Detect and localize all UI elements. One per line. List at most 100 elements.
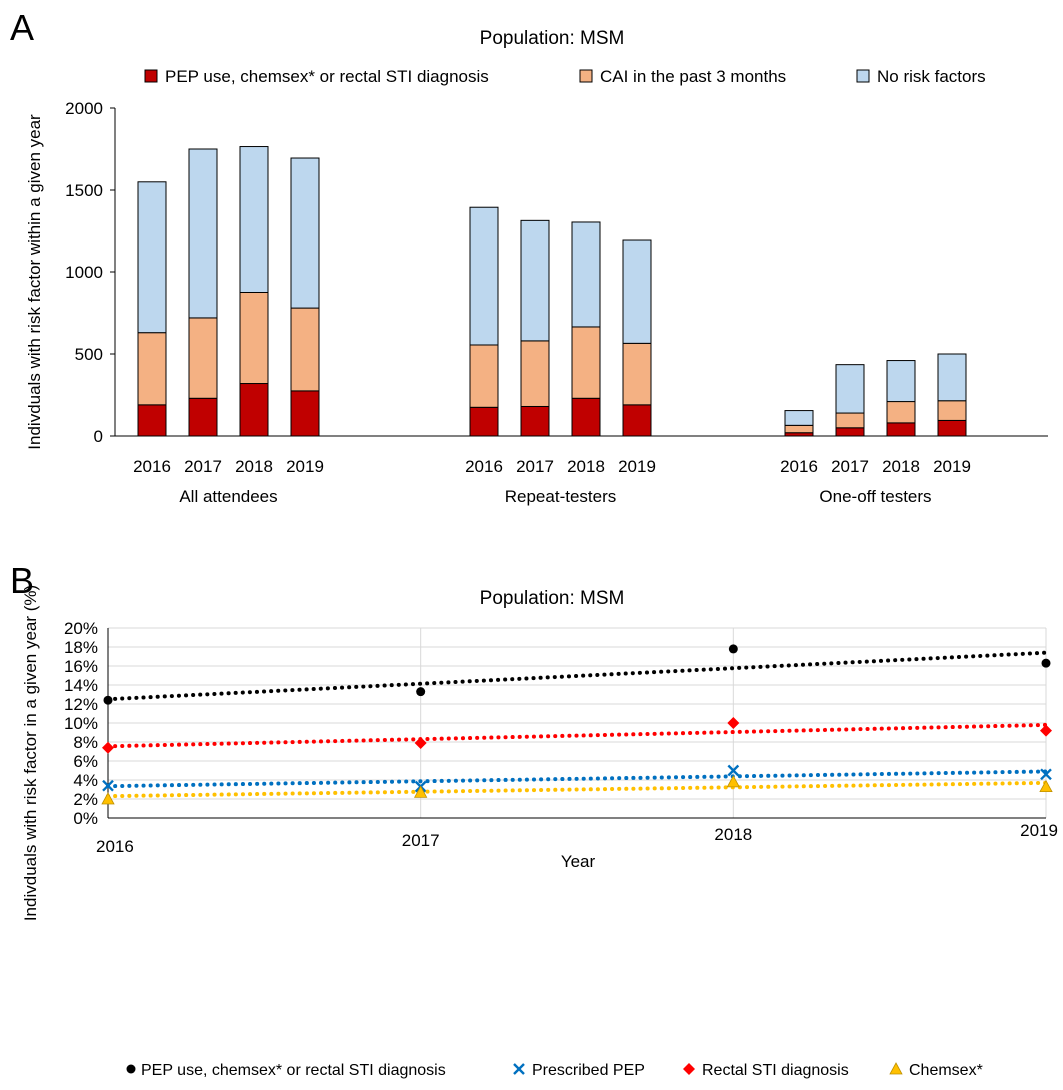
- chart-a-x-tick-label: 2016: [133, 457, 171, 476]
- legend-b-marker-1: [513, 1063, 525, 1075]
- legend-b-label-0: PEP use, chemsex* or rectal STI diagnosi…: [141, 1062, 446, 1079]
- chart-a-x-tick-label: 2019: [933, 457, 971, 476]
- chart-a-y-tick-label: 0: [94, 427, 103, 446]
- bar-repeat-testers-2016-series-1: [469, 344, 499, 408]
- legend-a-swatch-0: [144, 69, 158, 83]
- point-series-1-2016-stroke-b: [102, 779, 114, 792]
- point-series-3-2019: [1039, 779, 1053, 793]
- bar-all-attendees-2019-series-0: [290, 390, 320, 437]
- bar-all-attendees-2016-series-0: [137, 404, 167, 437]
- point-series-0-2019: [1041, 658, 1051, 668]
- chart-b-title: Population: MSM: [480, 588, 625, 609]
- chart-a-group-label: All attendees: [179, 487, 277, 506]
- legend-a-label-0: PEP use, chemsex* or rectal STI diagnosi…: [165, 67, 489, 86]
- chart-a-group-label: One-off testers: [819, 487, 931, 506]
- chart-a-x-tick-label: 2016: [780, 457, 818, 476]
- point-series-1-2018-stroke-b: [727, 764, 740, 777]
- chart-b-y-tick-label: 6%: [73, 752, 98, 771]
- trendline-series-3: [106, 780, 1048, 799]
- bar-one-off-testers-2017-series-0: [835, 427, 865, 437]
- legend-a-label-1: CAI in the past 3 months: [600, 67, 786, 86]
- chart-a-x-tick-label: 2019: [618, 457, 656, 476]
- chart-b-x-tick-label: 2018: [714, 825, 752, 844]
- legend-a-swatch-1: [579, 69, 593, 83]
- point-series-2-2017: [414, 736, 427, 749]
- chart-b-y-tick-label: 8%: [73, 733, 98, 752]
- point-series-2-2018: [727, 717, 740, 729]
- chart-b-xlabel: Year: [561, 852, 596, 871]
- legend-a-swatch-2: [856, 69, 870, 83]
- bar-all-attendees-2017-series-2: [188, 148, 218, 319]
- legend-b-marker-3: [889, 1062, 903, 1075]
- chart-a-ylabel: Indivduals with risk factor within a giv…: [25, 114, 44, 450]
- chart-a-group-label: Repeat-testers: [505, 487, 617, 506]
- bar-one-off-testers-2016-series-2: [784, 410, 814, 426]
- point-series-0-2016: [103, 695, 113, 705]
- chart-b-y-tick-label: 16%: [64, 657, 98, 676]
- point-series-0-2018: [728, 644, 738, 654]
- bar-repeat-testers-2018-series-0: [571, 397, 601, 437]
- bar-repeat-testers-2018-series-2: [571, 221, 601, 328]
- chart-a-x-tick-label: 2017: [184, 457, 222, 476]
- bar-all-attendees-2019-series-1: [290, 307, 320, 392]
- bar-one-off-testers-2019-series-2: [937, 353, 967, 402]
- legend-b-label-2: Rectal STI diagnosis: [702, 1062, 849, 1079]
- point-series-3-2018: [726, 775, 741, 788]
- chart-a-x-tick-label: 2016: [465, 457, 503, 476]
- bar-one-off-testers-2019-series-1: [937, 400, 967, 421]
- chart-b-ylabel: Indivduals with risk factor in a given y…: [21, 585, 40, 921]
- point-series-3-2017: [413, 785, 428, 798]
- chart-b-y-tick-label: 0%: [73, 809, 98, 828]
- chart-b-y-tick-label: 14%: [64, 676, 98, 695]
- chart-a-x-tick-label: 2017: [516, 457, 554, 476]
- point-series-2-2019: [1040, 724, 1052, 737]
- bar-one-off-testers-2018-series-2: [886, 360, 916, 403]
- bar-repeat-testers-2017-series-2: [520, 219, 550, 342]
- chart-a-x-tick-label: 2018: [235, 457, 273, 476]
- chart-b-y-tick-label: 20%: [64, 619, 98, 638]
- chart-b-y-tick-label: 12%: [64, 695, 98, 714]
- legend-b-marker-2: [683, 1063, 695, 1075]
- panel-label-b: B: [10, 560, 34, 601]
- bar-repeat-testers-2017-series-1: [520, 340, 550, 407]
- chart-a-x-tick-label: 2018: [882, 457, 920, 476]
- chart-a-y-tick-label: 1500: [65, 181, 103, 200]
- bar-all-attendees-2018-series-1: [239, 292, 269, 385]
- bar-repeat-testers-2019-series-2: [622, 239, 652, 344]
- bar-one-off-testers-2017-series-1: [835, 412, 865, 429]
- bar-all-attendees-2019-series-2: [290, 157, 320, 309]
- chart-a-x-tick-label: 2018: [567, 457, 605, 476]
- chart-b-y-tick-label: 10%: [64, 714, 98, 733]
- chart-b-y-tick-label: 18%: [64, 638, 98, 657]
- point-series-2-2016: [102, 741, 114, 754]
- bar-one-off-testers-2016-series-1: [784, 424, 814, 434]
- point-series-1-2019-stroke-b: [1040, 768, 1052, 781]
- chart-b-y-tick-label: 4%: [73, 771, 98, 790]
- chart-b-x-tick-label: 2017: [402, 831, 440, 850]
- trendline-series-0: [106, 650, 1048, 702]
- bar-repeat-testers-2016-series-0: [469, 406, 499, 437]
- bar-repeat-testers-2019-series-1: [622, 342, 652, 406]
- chart-a-y-tick-label: 2000: [65, 99, 103, 118]
- trendline-series-2: [106, 722, 1048, 749]
- bar-all-attendees-2017-series-1: [188, 317, 218, 399]
- legend-b-marker-1-stroke-b: [513, 1063, 525, 1075]
- point-series-3-2016: [101, 792, 115, 805]
- chart-a-y-tick-label: 1000: [65, 263, 103, 282]
- bar-repeat-testers-2018-series-1: [571, 326, 601, 399]
- bar-one-off-testers-2017-series-2: [835, 364, 865, 414]
- chart-a-y-tick-label: 500: [75, 345, 103, 364]
- point-series-1-2018: [727, 764, 740, 777]
- bar-all-attendees-2016-series-2: [137, 181, 167, 334]
- chart-b-x-tick-label: 2016: [96, 837, 134, 856]
- chart-a-x-tick-label: 2017: [831, 457, 869, 476]
- bar-one-off-testers-2019-series-0: [937, 419, 967, 437]
- panel-label-a: A: [10, 7, 34, 48]
- point-series-1-2016: [102, 779, 114, 792]
- legend-b-label-3: Chemsex*: [909, 1062, 983, 1079]
- legend-b-label-1: Prescribed PEP: [532, 1062, 645, 1079]
- bar-one-off-testers-2018-series-0: [886, 422, 916, 437]
- point-series-1-2019: [1040, 768, 1052, 781]
